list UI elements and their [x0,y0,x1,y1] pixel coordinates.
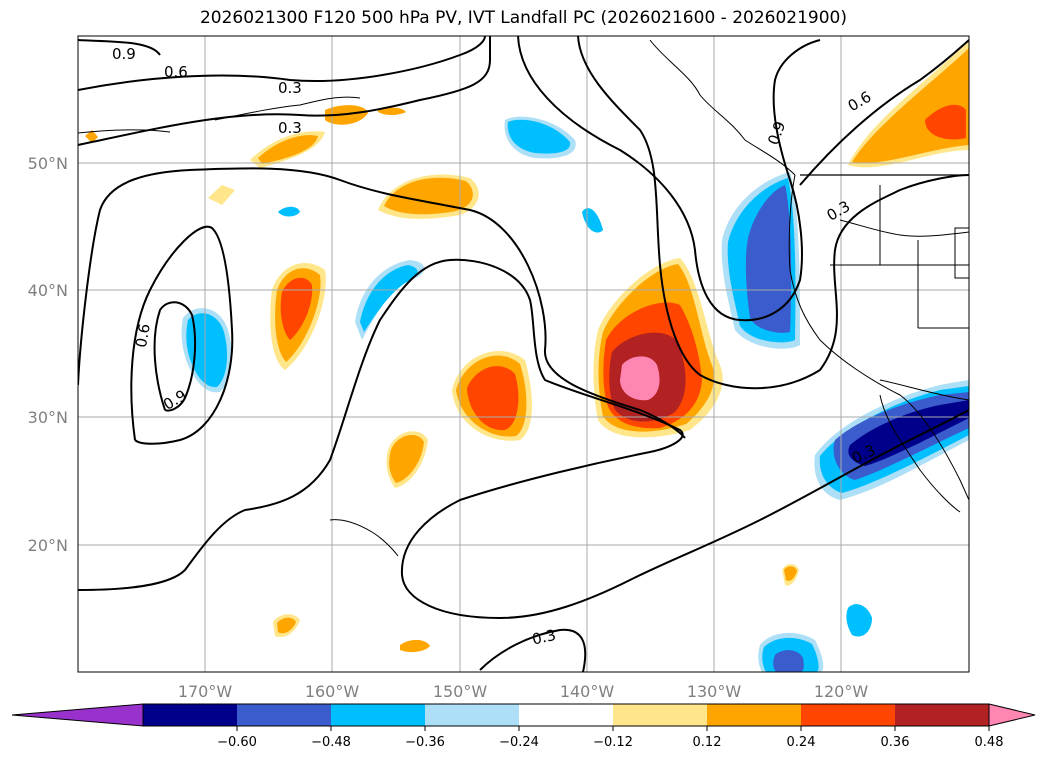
colorbar-segment [613,704,708,726]
lon-label: 150°W [433,682,488,701]
lat-label: 50°N [28,154,68,173]
map-title: 2026021300 F120 500 hPa PV, IVT Landfall… [199,8,847,28]
colorbar: −0.60 −0.48 −0.36 −0.24 −0.12 0.12 0.24 0.36 0.4… [11,703,1036,750]
lat-label: 30°N [28,408,68,427]
longitude-labels: 170°W 160°W 150°W 140°W 130°W 120°W [178,682,869,701]
contour-label: 0.3 [278,79,302,97]
lon-label: 160°W [305,682,360,701]
contour-label: 0.9 [112,45,136,63]
colorbar-tick-label: −0.60 [217,735,257,750]
colorbar-outline [142,703,990,727]
map-frame [77,35,970,673]
colorbar-segment [237,704,332,726]
colorbar-segment [331,704,426,726]
lat-label: 20°N [28,536,68,555]
coastlines [78,39,969,557]
shading-layer [85,40,969,672]
contour-label: 0.6 [132,322,154,349]
colorbar-extend-min [11,703,144,727]
colorbar-segment [707,704,802,726]
lon-label: 140°W [560,682,615,701]
contour-label: 0.3 [278,119,302,137]
pv-contours [78,36,969,672]
colorbar-segment [519,704,614,726]
colorbar-tick-label: 0.48 [975,735,1004,750]
colorbar-extend-max [988,703,1036,727]
lon-label: 130°W [687,682,742,701]
contour-label: 0.3 [530,626,557,649]
colorbar-segment [801,704,896,726]
colorbar-tick-label: 0.36 [881,735,910,750]
colorbar-segment [143,704,238,726]
colorbar-tick-label: 0.12 [693,735,722,750]
lon-label: 170°W [178,682,233,701]
colorbar-tick-label: −0.36 [405,735,445,750]
lon-label: 120°W [814,682,869,701]
colorbar-tick-label: −0.24 [499,735,539,750]
contour-label: 0.6 [164,63,188,81]
colorbar-tick-label: −0.48 [311,735,351,750]
latitude-labels: 50°N 40°N 30°N 20°N [28,154,68,555]
colorbar-tick-label: −0.12 [593,735,633,750]
colorbar-tick-label: 0.24 [787,735,816,750]
colorbar-segment [425,704,520,726]
colorbar-segment [895,704,990,726]
lat-label: 40°N [28,281,68,300]
